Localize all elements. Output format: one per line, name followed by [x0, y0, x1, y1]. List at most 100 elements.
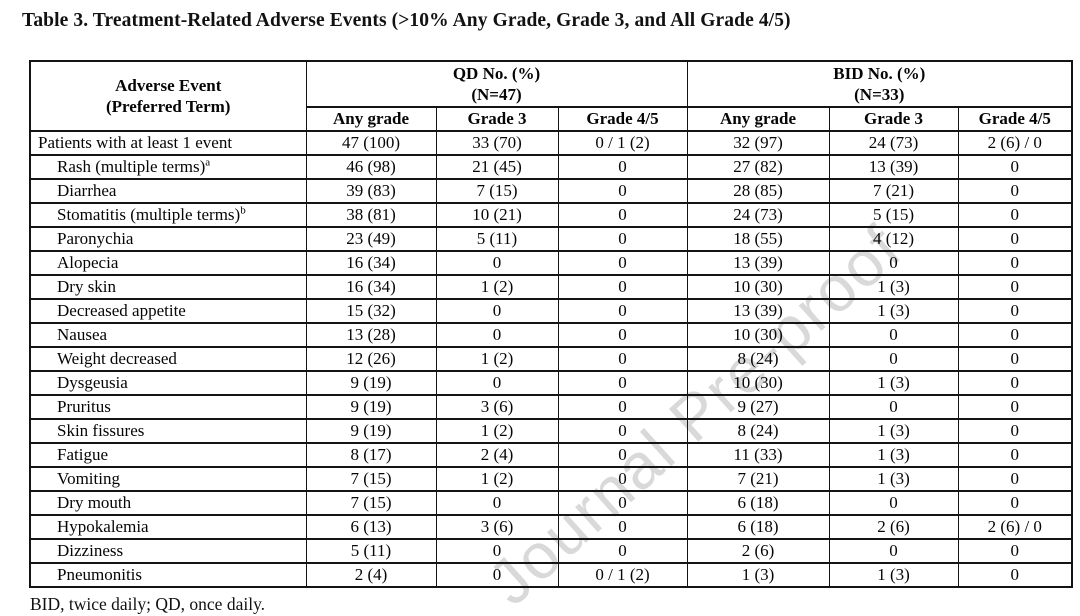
value-cell: 0	[557, 370, 688, 396]
footnote-marker: b	[240, 204, 246, 217]
value-cell: 15 (32)	[305, 298, 437, 324]
value-cell: 6 (13)	[305, 514, 437, 540]
value-cell: 0	[557, 202, 688, 228]
value-cell: 39 (83)	[305, 178, 437, 204]
event-cell: Dry mouth	[29, 490, 307, 516]
table-row: Dizziness 5 (11) 0 0 2 (6) 0 0	[29, 538, 1073, 564]
value-cell: 0	[435, 490, 559, 516]
value-cell: 1 (2)	[435, 274, 559, 300]
value-cell: 0	[557, 466, 688, 492]
group-header-row: Adverse Event (Preferred Term) QD No. (%…	[29, 60, 1073, 132]
value-cell: 1 (2)	[435, 418, 559, 444]
value-cell: 0	[557, 418, 688, 444]
event-cell: Alopecia	[29, 250, 307, 276]
value-cell: 16 (34)	[305, 250, 437, 276]
value-cell: 0	[828, 250, 959, 276]
value-cell: 0 / 1 (2)	[557, 562, 688, 588]
value-cell: 11 (33)	[686, 442, 830, 468]
value-cell: 0	[957, 490, 1073, 516]
table-row: Patients with at least 1 event 47 (100) 33…	[29, 130, 1073, 156]
table-row: Pruritus 9 (19) 3 (6) 0 9 (27) 0 0	[29, 394, 1073, 420]
table-header: Adverse Event (Preferred Term) QD No. (%…	[29, 60, 1073, 132]
table-body: Patients with at least 1 event 47 (100) 33…	[29, 130, 1073, 588]
value-cell: 18 (55)	[686, 226, 830, 252]
value-cell: 0	[557, 322, 688, 348]
value-cell: 24 (73)	[828, 130, 959, 156]
value-cell: 28 (85)	[686, 178, 830, 204]
bid-group-label: BID No. (%)	[833, 63, 926, 83]
stub-header-line2: (Preferred Term)	[106, 97, 231, 116]
value-cell: 0	[557, 514, 688, 540]
value-cell: 32 (97)	[686, 130, 830, 156]
table-row: Weight decreased 12 (26) 1 (2) 0 8 (24) 0 0	[29, 346, 1073, 372]
value-cell: 2 (4)	[435, 442, 559, 468]
value-cell: 0	[957, 466, 1073, 492]
table-row: Pneumonitis 2 (4) 0 0 / 1 (2) 1 (3) 1 (3) 0	[29, 562, 1073, 588]
value-cell: 2 (6) / 0	[957, 514, 1073, 540]
value-cell: 13 (28)	[305, 322, 437, 348]
col-header-qd-any-grade: Any grade	[305, 106, 437, 132]
bid-group-n: (N=33)	[854, 85, 905, 104]
value-cell: 0	[557, 490, 688, 516]
value-cell: 0	[957, 250, 1073, 276]
value-cell: 0	[828, 394, 959, 420]
value-cell: 1 (3)	[828, 370, 959, 396]
value-cell: 1 (3)	[828, 298, 959, 324]
value-cell: 6 (18)	[686, 490, 830, 516]
value-cell: 0	[557, 274, 688, 300]
value-cell: 0	[557, 442, 688, 468]
value-cell: 0	[957, 418, 1073, 444]
value-cell: 1 (2)	[435, 466, 559, 492]
value-cell: 9 (19)	[305, 418, 437, 444]
value-cell: 0 / 1 (2)	[557, 130, 688, 156]
qd-group-label: QD No. (%)	[452, 63, 541, 83]
value-cell: 2 (6)	[828, 514, 959, 540]
value-cell: 7 (21)	[828, 178, 959, 204]
event-cell: Dysgeusia	[29, 370, 307, 396]
value-cell: 0	[828, 322, 959, 348]
value-cell: 9 (19)	[305, 394, 437, 420]
table-title: Table 3. Treatment-Related Adverse Event…	[22, 10, 791, 31]
value-cell: 13 (39)	[686, 298, 830, 324]
col-header-bid-any-grade: Any grade	[686, 106, 830, 132]
value-cell: 0	[557, 250, 688, 276]
value-cell: 6 (18)	[686, 514, 830, 540]
value-cell: 10 (21)	[435, 202, 559, 228]
qd-group-n: (N=47)	[471, 85, 522, 104]
value-cell: 0	[957, 322, 1073, 348]
value-cell: 1 (3)	[828, 562, 959, 588]
col-header-qd-grade45: Grade 4/5	[557, 106, 688, 132]
event-cell: Stomatitis (multiple terms)b	[29, 202, 307, 228]
value-cell: 0	[957, 538, 1073, 564]
value-cell: 8 (24)	[686, 418, 830, 444]
value-cell: 47 (100)	[305, 130, 437, 156]
value-cell: 0	[957, 370, 1073, 396]
value-cell: 38 (81)	[305, 202, 437, 228]
stub-header-cell: Adverse Event (Preferred Term)	[29, 60, 307, 132]
table-row: Dysgeusia 9 (19) 0 0 10 (30) 1 (3) 0	[29, 370, 1073, 396]
value-cell: 1 (3)	[686, 562, 830, 588]
stub-header-line1: Adverse Event	[115, 75, 222, 95]
table-row: Paronychia 23 (49) 5 (11) 0 18 (55) 4 (12) 0	[29, 226, 1073, 252]
value-cell: 5 (15)	[828, 202, 959, 228]
value-cell: 1 (3)	[828, 274, 959, 300]
value-cell: 0	[557, 298, 688, 324]
abbreviations-footnote: BID, twice daily; QD, once daily.	[30, 594, 266, 614]
sub-header-row: Any grade Grade 3 Grade 4/5 Any grade Gr…	[30, 106, 1073, 132]
event-cell: Hypokalemia	[29, 514, 307, 540]
value-cell: 0	[957, 154, 1073, 180]
value-cell: 7 (15)	[435, 178, 559, 204]
value-cell: 10 (30)	[686, 322, 830, 348]
value-cell: 2 (4)	[305, 562, 437, 588]
value-cell: 1 (2)	[435, 346, 559, 372]
value-cell: 0	[557, 394, 688, 420]
adverse-events-table-wrapper: Adverse Event (Preferred Term) QD No. (%…	[29, 60, 1074, 588]
value-cell: 0	[957, 346, 1073, 372]
event-cell: Pruritus	[29, 394, 307, 420]
value-cell: 9 (19)	[305, 370, 437, 396]
value-cell: 7 (15)	[305, 490, 437, 516]
value-cell: 0	[557, 226, 688, 252]
event-cell: Vomiting	[29, 466, 307, 492]
event-cell: Nausea	[29, 322, 307, 348]
